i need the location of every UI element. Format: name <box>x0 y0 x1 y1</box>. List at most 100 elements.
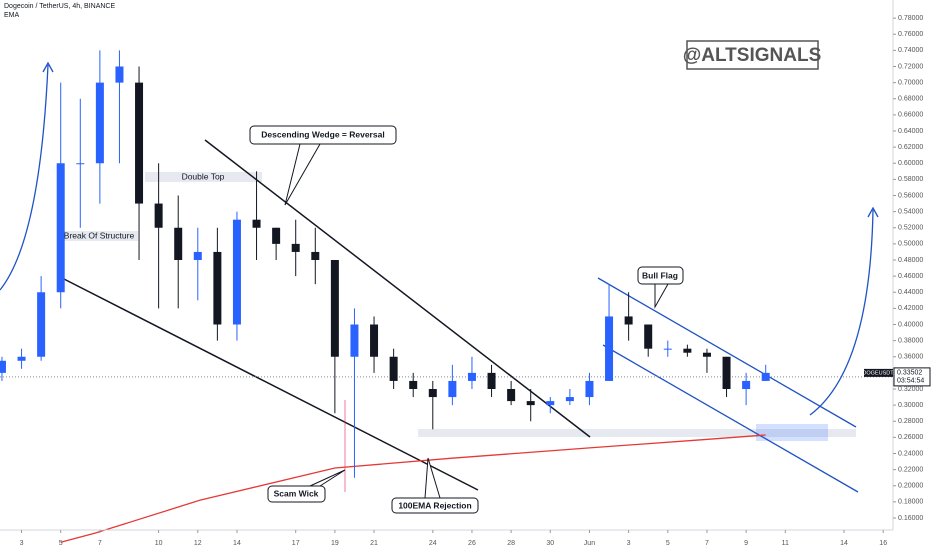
callout-box <box>391 497 479 514</box>
candle-body <box>663 348 672 350</box>
x-tick-label: 28 <box>507 540 515 547</box>
channel-lower <box>602 344 859 493</box>
x-tick-label: 14 <box>233 540 241 547</box>
candle-body <box>76 163 85 165</box>
x-tick-label: 9 <box>744 540 748 547</box>
annotation: Scam Wick <box>274 488 319 498</box>
arrow-left <box>0 64 49 291</box>
candle-body <box>0 360 6 373</box>
target-zone <box>756 424 828 441</box>
candle-body <box>702 352 711 357</box>
candle-body <box>683 348 692 353</box>
candle-body <box>95 82 104 164</box>
y-tick-label: 0.78000 <box>898 15 923 22</box>
wedge-upper <box>204 139 591 438</box>
y-tick-label: 0.68000 <box>898 96 923 103</box>
y-tick-label: 0.28000 <box>898 418 923 425</box>
x-tick-label: 3 <box>20 540 24 547</box>
watermark: @ALTSIGNALS <box>683 45 822 66</box>
y-tick-label: 0.30000 <box>898 402 923 409</box>
candle-body <box>37 292 46 357</box>
y-tick-label: 0.38000 <box>898 337 923 344</box>
y-tick-label: 0.24000 <box>898 450 923 457</box>
annotation-layer <box>0 61 879 543</box>
y-tick-label: 0.16000 <box>898 515 923 522</box>
y-tick-label: 0.22000 <box>898 466 923 473</box>
candle-body <box>291 243 300 252</box>
candle-body <box>605 316 614 381</box>
candle-body <box>526 401 535 406</box>
y-tick-label: 0.32000 <box>898 386 923 393</box>
wedge-lower <box>61 277 479 491</box>
y-tick-label: 0.44000 <box>898 289 923 296</box>
callout-box <box>637 266 684 285</box>
annotation: Descending Wedge = Reversal <box>261 129 384 139</box>
x-tick-label: 7 <box>705 540 709 547</box>
y-tick-label: 0.46000 <box>898 273 923 280</box>
y-tick-label: 0.42000 <box>898 305 923 312</box>
y-tick-label: 0.52000 <box>898 225 923 232</box>
arrowhead-left <box>42 61 54 73</box>
callout-box <box>249 125 397 145</box>
candle-body <box>565 397 574 402</box>
candle-body <box>742 380 751 389</box>
annotation: Double Top <box>182 171 225 181</box>
candle-body <box>213 251 222 325</box>
candle-body <box>232 219 241 325</box>
price-label: 0.33502 <box>897 370 922 377</box>
x-tick-label: 26 <box>468 540 476 547</box>
bos-zone <box>58 231 138 241</box>
y-tick-label: 0.40000 <box>898 321 923 328</box>
candle-body <box>115 66 124 83</box>
candle-body <box>135 82 144 204</box>
y-tick-label: 0.58000 <box>898 176 923 183</box>
x-tick-label: Jun <box>584 540 595 547</box>
x-tick-label: 17 <box>292 540 300 547</box>
y-tick-label: 0.66000 <box>898 112 923 119</box>
callout-pointer <box>424 457 441 499</box>
y-tick-label: 0.20000 <box>898 483 923 490</box>
support-zone <box>418 429 856 437</box>
x-tick-label: 14 <box>840 540 848 547</box>
y-tick-label: 0.50000 <box>898 241 923 248</box>
callout-pointer <box>284 143 321 206</box>
channel-upper <box>597 277 857 428</box>
candle-body <box>370 324 379 357</box>
x-tick-label: 24 <box>429 540 437 547</box>
countdown-label: 03:54:54 <box>897 378 924 385</box>
candle-body <box>428 389 437 398</box>
candle-body <box>17 356 26 361</box>
candle-body <box>761 372 770 381</box>
x-tick-label: 21 <box>370 540 378 547</box>
x-tick-label: 11 <box>782 540 789 547</box>
candle-body <box>252 219 261 228</box>
x-tick-label: 3 <box>627 540 631 547</box>
annotation: 100EMA Rejection <box>398 500 471 510</box>
indicator-name: EMA <box>4 12 20 19</box>
y-tick-label: 0.36000 <box>898 354 923 361</box>
x-tick-label: 16 <box>879 540 887 547</box>
x-tick-label: 7 <box>98 540 102 547</box>
y-tick-label: 0.70000 <box>898 79 923 86</box>
x-tick-label: 5 <box>59 540 63 547</box>
candle-body <box>722 356 731 389</box>
candle-body <box>467 372 476 381</box>
ema-line <box>60 434 766 543</box>
y-tick-label: 0.62000 <box>898 144 923 151</box>
price-tag <box>893 367 931 387</box>
symbol-label: DOGEUSDT <box>862 370 894 376</box>
y-tick-label: 0.76000 <box>898 31 923 38</box>
price-axis-bg <box>893 0 932 550</box>
candle-body <box>350 324 359 357</box>
y-tick-label: 0.60000 <box>898 160 923 167</box>
y-tick-label: 0.64000 <box>898 128 923 135</box>
callout-pointer <box>309 469 346 487</box>
double-top-zone <box>145 172 262 182</box>
candle-body <box>546 401 555 406</box>
x-tick-label: 5 <box>666 540 670 547</box>
callout-box <box>267 485 326 503</box>
candle-body <box>330 260 339 357</box>
candle-body <box>311 251 320 260</box>
y-tick-label: 0.56000 <box>898 192 923 199</box>
